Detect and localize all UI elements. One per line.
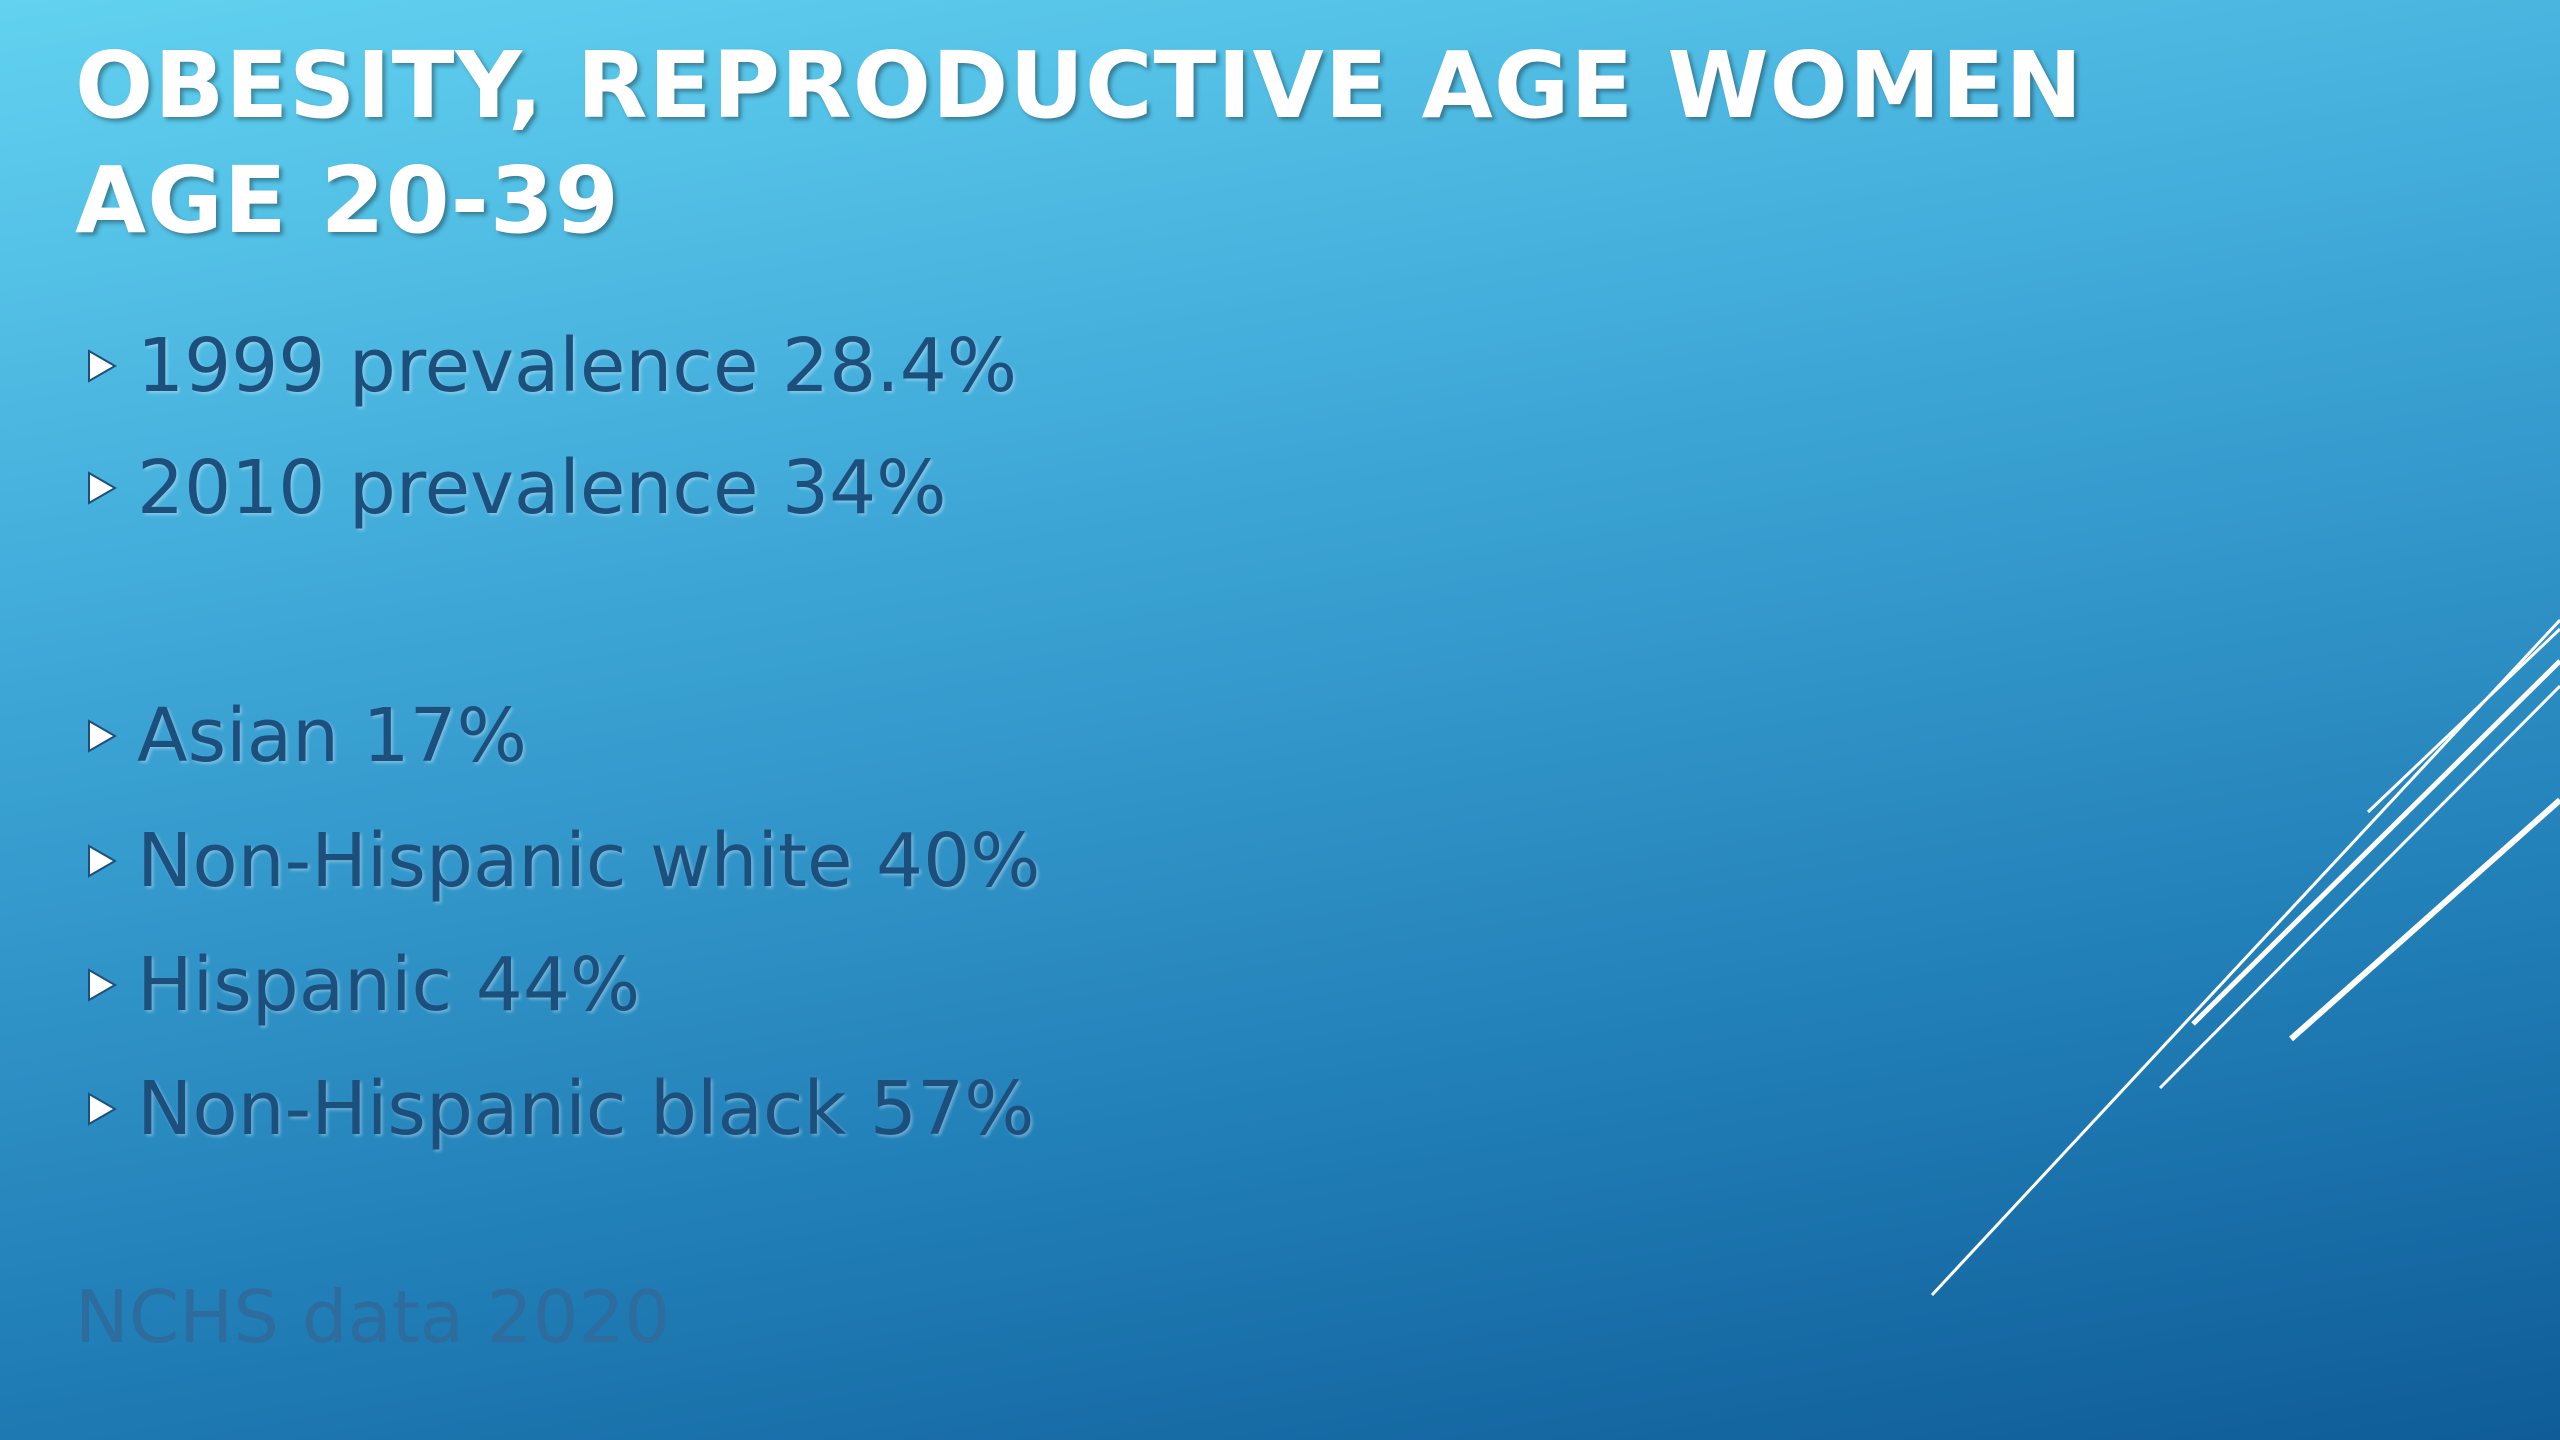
deco-line <box>2191 659 2560 1026</box>
bullet-text: Non-Hispanic white 40% <box>137 818 1041 904</box>
bullet-arrow <box>88 968 118 1002</box>
bullet-item: Hispanic 44% <box>85 940 640 1030</box>
bullet-item: 1999 prevalence 28.4% <box>85 321 1017 411</box>
bullet-item: Non-Hispanic black 57% <box>85 1064 1034 1154</box>
bullet-item: Asian 17% <box>85 691 527 781</box>
bullet-arrow <box>88 1092 118 1126</box>
bullet-item: Non-Hispanic white 40% <box>85 816 1041 906</box>
deco-line <box>1930 618 2560 1297</box>
source-note: NCHS data 2020 <box>75 1275 671 1359</box>
deco-line <box>2366 627 2560 814</box>
bullet-text: 1999 prevalence 28.4% <box>137 323 1018 409</box>
bullet-text: Asian 17% <box>137 693 527 779</box>
bullet-text: Non-Hispanic black 57% <box>137 1066 1035 1152</box>
title-line: OBESITY, REPRODUCTIVE AGE WOMEN <box>75 32 2084 139</box>
bullet-text: 2010 prevalence 34% <box>137 445 947 531</box>
title-line: AGE 20-39 <box>75 147 620 254</box>
bullet-item: 2010 prevalence 34% <box>85 443 946 533</box>
bullet-text: Hispanic 44% <box>137 942 641 1028</box>
deco-line <box>2289 797 2560 1042</box>
bullet-arrow <box>88 719 118 753</box>
bullet-arrow <box>88 844 118 878</box>
deco-line <box>2158 684 2560 1090</box>
bullet-arrow <box>88 471 118 505</box>
bullet-arrow <box>88 349 118 383</box>
